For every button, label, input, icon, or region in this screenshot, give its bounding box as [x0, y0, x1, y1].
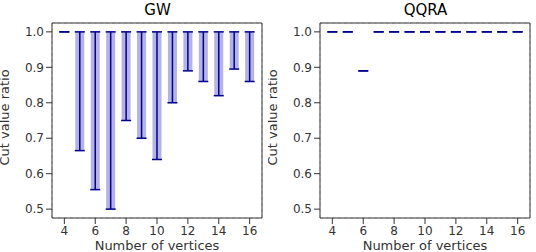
- svg-text:8: 8: [122, 224, 130, 238]
- svg-text:0.6: 0.6: [25, 167, 44, 181]
- svg-text:12: 12: [180, 224, 195, 238]
- svg-text:14: 14: [211, 224, 226, 238]
- svg-text:Cut value ratio: Cut value ratio: [8, 69, 12, 165]
- svg-text:0.6: 0.6: [293, 167, 312, 181]
- html-text:QQRA: QQRA: [403, 1, 448, 19]
- svg-text:0.9: 0.9: [293, 61, 312, 75]
- svg-text:1.0: 1.0: [25, 25, 44, 39]
- svg-text:10: 10: [417, 224, 432, 238]
- svg-text:0.7: 0.7: [25, 131, 44, 145]
- svg-text:1.0: 1.0: [293, 25, 312, 39]
- svg-text:0.7: 0.7: [293, 131, 312, 145]
- svg-text:10: 10: [149, 224, 164, 238]
- svg-text:0.8: 0.8: [293, 96, 312, 110]
- svg-text:6: 6: [359, 224, 367, 238]
- svg-text:0.5: 0.5: [293, 202, 312, 216]
- svg-text:12: 12: [448, 224, 463, 238]
- svg-text:0.8: 0.8: [25, 96, 44, 110]
- svg-text:6: 6: [91, 224, 99, 238]
- svg-text:16: 16: [242, 224, 257, 238]
- html-text:GW: GW: [144, 1, 171, 19]
- svg-text:Number of vertices: Number of vertices: [95, 238, 220, 252]
- svg-text:0.5: 0.5: [25, 202, 44, 216]
- svg-text:14: 14: [479, 224, 494, 238]
- svg-text:4: 4: [329, 224, 337, 238]
- svg-text:16: 16: [510, 224, 525, 238]
- svg-text:0.9: 0.9: [25, 61, 44, 75]
- svg-text:Number of vertices: Number of vertices: [363, 238, 488, 252]
- svg-text:Cut value ratio: Cut value ratio: [268, 69, 280, 165]
- svg-text:4: 4: [61, 224, 69, 238]
- svg-text:8: 8: [390, 224, 398, 238]
